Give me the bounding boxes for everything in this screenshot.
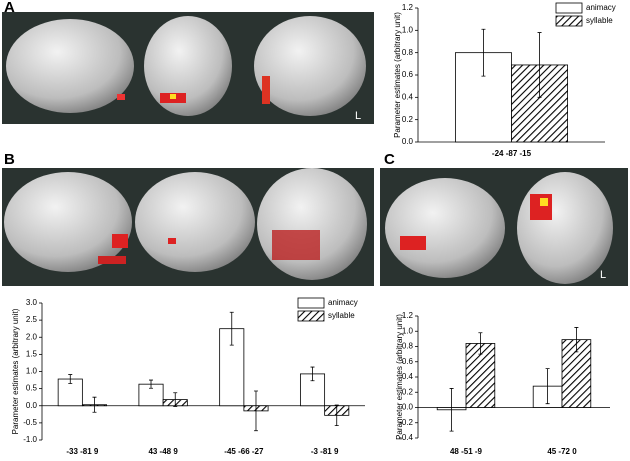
activation bbox=[262, 76, 270, 104]
y-tick-label: -1.0 bbox=[23, 435, 37, 444]
x-tick-label: -33 -81 9 bbox=[66, 447, 99, 456]
brain bbox=[135, 172, 255, 272]
y-tick-label: 0.0 bbox=[402, 403, 414, 412]
activation bbox=[168, 238, 176, 244]
error-bar bbox=[229, 311, 234, 346]
error-bar bbox=[253, 390, 258, 432]
panel-label: B bbox=[4, 151, 15, 168]
y-tick-label: 0.2 bbox=[402, 115, 414, 124]
brain-images bbox=[2, 12, 628, 286]
y-tick-label: 1.5 bbox=[26, 349, 38, 358]
error-bar bbox=[173, 392, 178, 407]
x-tick-label: 48 -51 -9 bbox=[450, 447, 483, 456]
y-tick-label: -0.4 bbox=[399, 433, 413, 442]
error-bar bbox=[334, 404, 339, 427]
legend-label: syllable bbox=[586, 16, 613, 25]
y-tick-label: 0.8 bbox=[402, 48, 414, 57]
y-tick-label: 0.4 bbox=[402, 92, 414, 101]
panel-label: A bbox=[4, 0, 15, 16]
error-bar bbox=[574, 327, 579, 353]
error-bar bbox=[68, 374, 73, 384]
brain bbox=[385, 178, 505, 278]
y-tick-label: 3.0 bbox=[26, 298, 38, 307]
x-tick-label: -3 -81 9 bbox=[311, 447, 339, 456]
brain bbox=[517, 172, 613, 284]
y-tick-label: 1.0 bbox=[402, 326, 414, 335]
legend-swatch bbox=[297, 310, 325, 322]
y-tick-label: 0.0 bbox=[402, 137, 414, 146]
legend-label: animacy bbox=[328, 298, 358, 307]
y-tick-label: 0.6 bbox=[402, 70, 414, 79]
legend-label: syllable bbox=[328, 311, 355, 320]
activation bbox=[540, 198, 548, 206]
error-bar bbox=[537, 32, 542, 98]
error-bar bbox=[481, 28, 486, 77]
error-bar bbox=[478, 332, 483, 355]
activation bbox=[98, 256, 126, 264]
error-bar bbox=[449, 388, 454, 432]
y-tick-label: 0.0 bbox=[26, 401, 38, 410]
y-tick-label: 2.5 bbox=[26, 315, 38, 324]
x-tick-label: -45 -66 -27 bbox=[224, 447, 264, 456]
error-bar bbox=[310, 366, 315, 382]
y-tick-label: 0.6 bbox=[402, 357, 414, 366]
legend-swatch bbox=[555, 2, 583, 14]
y-tick-label: 0.8 bbox=[402, 342, 414, 351]
legend-swatch bbox=[297, 297, 325, 309]
brain bbox=[254, 16, 366, 116]
x-tick-label: 43 -48 9 bbox=[148, 447, 178, 456]
side-marker: L bbox=[600, 269, 606, 281]
error-bar bbox=[149, 379, 154, 389]
activation bbox=[272, 230, 320, 260]
y-tick-label: 1.2 bbox=[402, 3, 414, 12]
y-tick-label: 1.2 bbox=[402, 311, 414, 320]
y-tick-label: 1.0 bbox=[26, 367, 38, 376]
activation bbox=[170, 94, 176, 99]
error-bar bbox=[545, 368, 550, 405]
y-tick-label: 1.0 bbox=[402, 25, 414, 34]
y-axis-label: Parameter estimates (arbitrary unit) bbox=[393, 12, 402, 138]
activation bbox=[400, 236, 426, 250]
y-axis-label: Parameter estimates (arbitrary unit) bbox=[11, 308, 20, 434]
activation bbox=[112, 234, 128, 248]
y-tick-label: 0.4 bbox=[402, 372, 414, 381]
x-tick-label: 45 -72 0 bbox=[547, 447, 577, 456]
legend-swatch bbox=[555, 15, 583, 27]
error-bar bbox=[92, 396, 97, 413]
legend-label: animacy bbox=[586, 3, 616, 12]
y-tick-label: 0.5 bbox=[26, 384, 38, 393]
y-axis-label: Parameter estimates (arbitrary unit) bbox=[395, 314, 404, 440]
y-tick-label: -0.5 bbox=[23, 418, 37, 427]
brain bbox=[257, 168, 367, 280]
side-marker: L bbox=[355, 110, 361, 122]
y-tick-label: -0.2 bbox=[399, 418, 413, 427]
brain bbox=[144, 16, 232, 116]
activation bbox=[117, 94, 125, 100]
x-tick-label: -24 -87 -15 bbox=[492, 149, 532, 158]
y-tick-label: 0.2 bbox=[402, 387, 414, 396]
brain bbox=[4, 172, 132, 272]
brain bbox=[6, 19, 134, 113]
activation bbox=[530, 194, 552, 220]
y-tick-label: 2.0 bbox=[26, 332, 38, 341]
panel-label: C bbox=[384, 151, 395, 168]
